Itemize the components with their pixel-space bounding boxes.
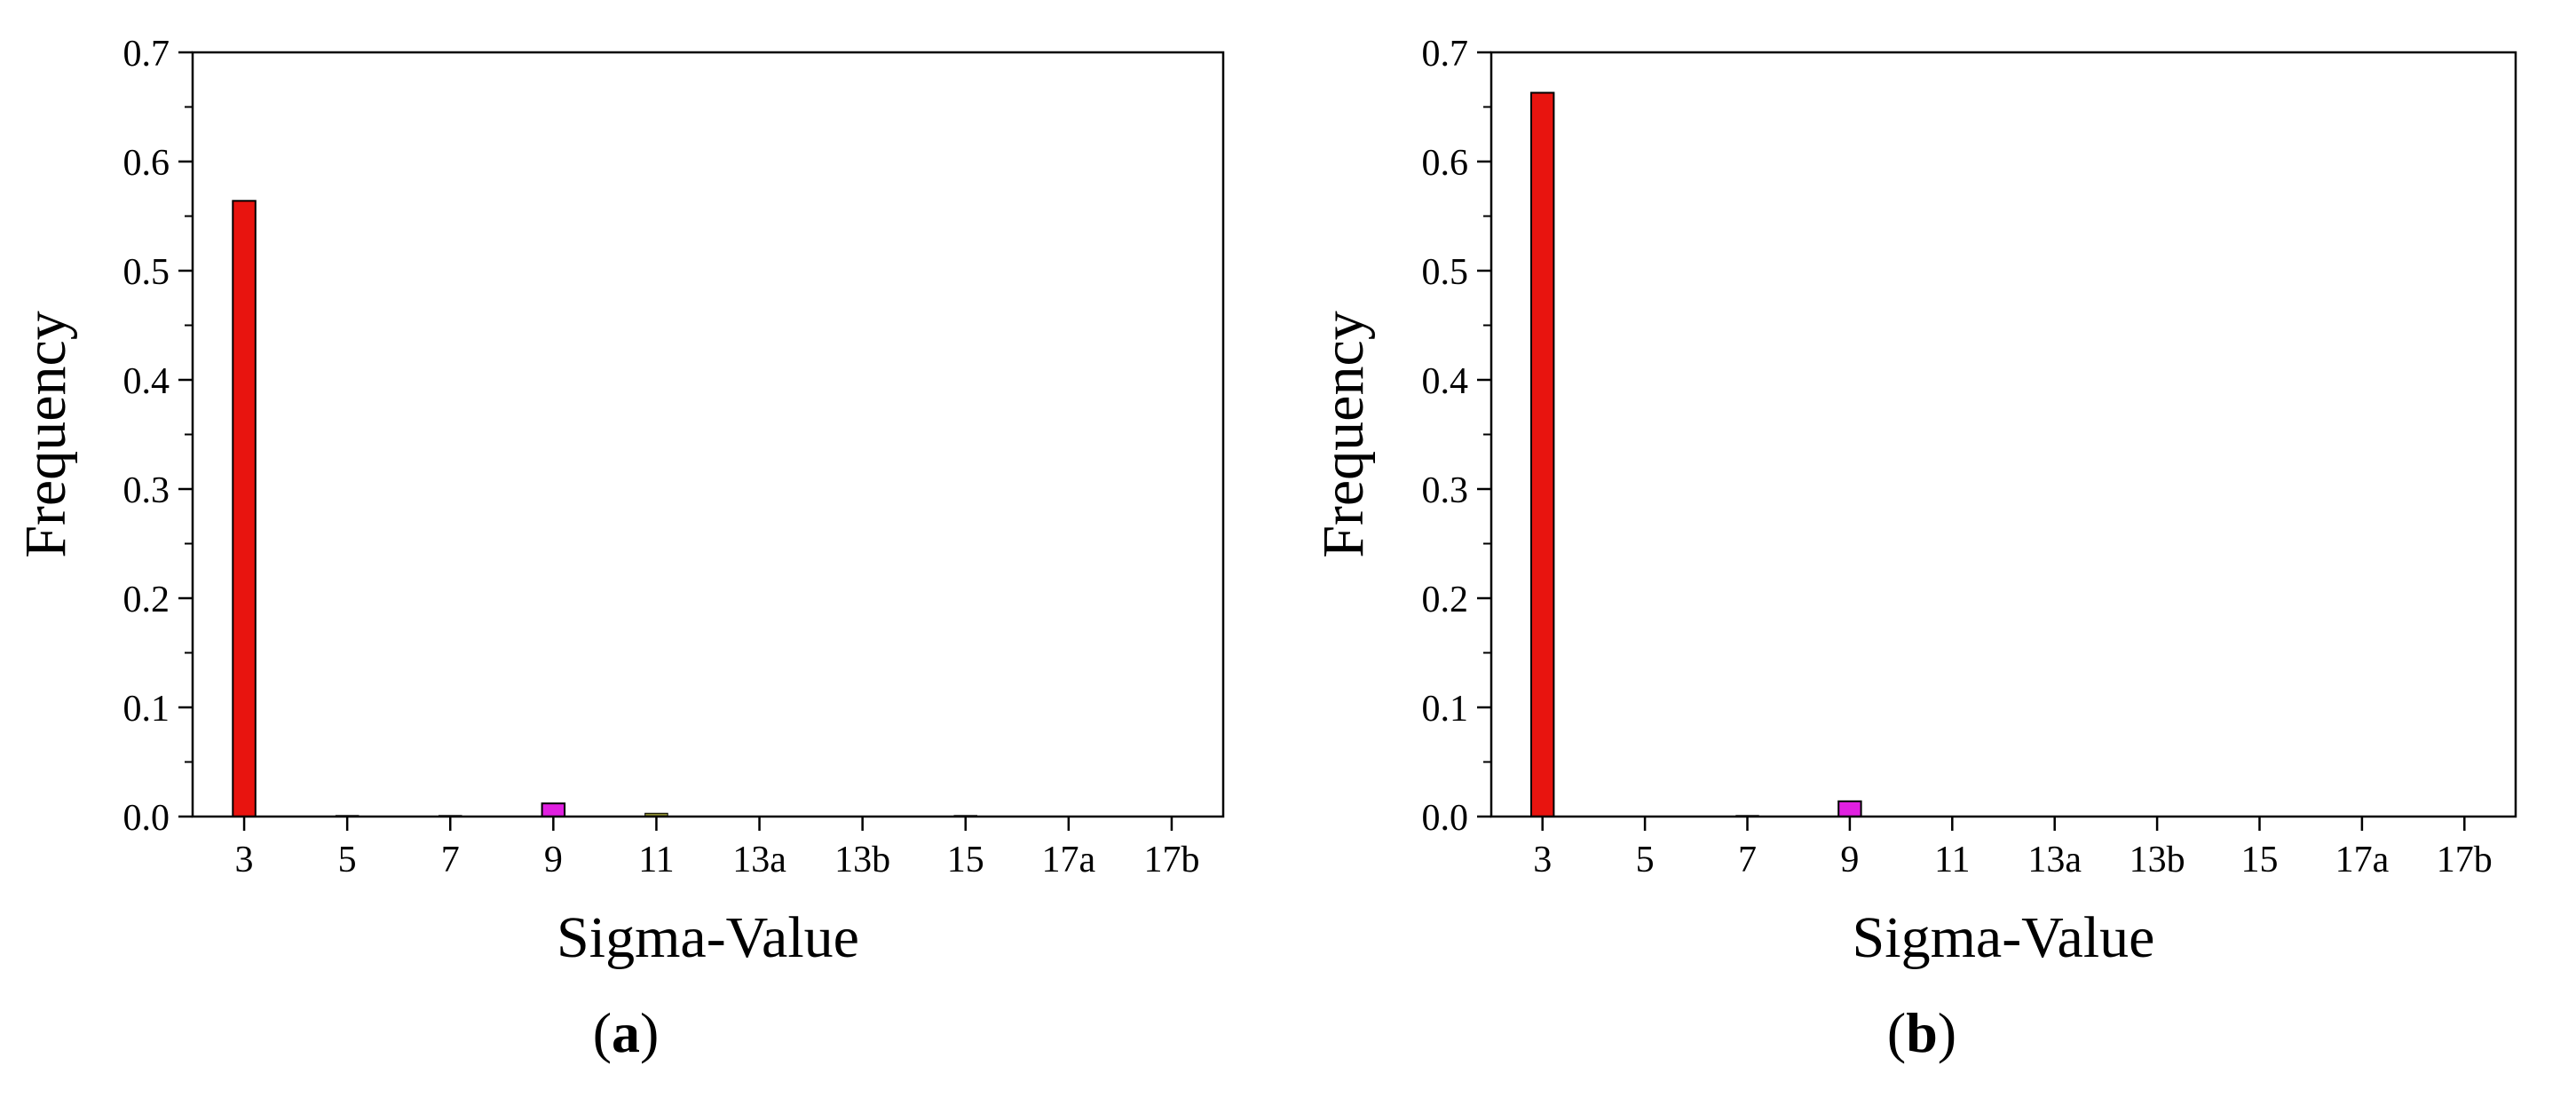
chart-panel-a: 0.0 0.1 0.2 0.3 0.4 0.5 0.6 0.7 3 5 7 9 11 13a 13b 15 17… [13, 34, 1225, 1064]
x-tick-label: 9 [544, 840, 563, 880]
y-axis-label: Frequency [1311, 311, 1376, 558]
bar-9 [541, 802, 566, 818]
x-tick-label: 7 [441, 840, 460, 880]
panel-label: (a) [593, 1001, 660, 1064]
x-tick-label: 17a [1042, 840, 1096, 880]
x-tick-label: 3 [235, 840, 254, 880]
x-tick-label: 13b [2130, 840, 2185, 880]
bar-3 [232, 200, 257, 818]
x-tick-label: 17b [1143, 840, 1199, 880]
bar-9 [1837, 800, 1862, 817]
x-axis-label: Sigma-Value [557, 905, 859, 970]
y-tick-label: 0.3 [1422, 470, 1469, 511]
x-tick-label: 11 [638, 840, 674, 880]
y-tick-label: 0.0 [1422, 798, 1469, 839]
y-tick-label: 0.1 [1422, 689, 1469, 730]
x-tick-label: 13a [2027, 840, 2082, 880]
x-tick-label: 9 [1840, 840, 1859, 880]
y-tick-label: 0.6 [1422, 143, 1469, 184]
y-tick-label: 0.4 [1422, 361, 1469, 402]
bar-3 [1530, 91, 1555, 817]
y-tick-label: 0.4 [123, 361, 170, 402]
x-tick-label: 5 [1636, 840, 1655, 880]
x-tick-label: 15 [947, 840, 984, 880]
y-tick-label: 0.2 [1422, 580, 1469, 620]
x-tick-label: 11 [1934, 840, 1970, 880]
y-tick-label: 0.7 [1422, 34, 1469, 75]
x-tick-label: 15 [2241, 840, 2279, 880]
panel-label: (b) [1887, 1001, 1956, 1064]
x-tick-label: 5 [338, 840, 357, 880]
x-tick-label: 13b [834, 840, 890, 880]
x-tick-label: 3 [1533, 840, 1552, 880]
y-tick-label: 0.5 [123, 252, 170, 293]
x-tick-label: 13a [732, 840, 786, 880]
y-tick-label: 0.3 [123, 470, 170, 511]
y-tick-label: 0.0 [123, 798, 170, 839]
y-tick-label: 0.2 [123, 580, 170, 620]
y-tick-label: 0.1 [123, 689, 170, 730]
x-tick-label: 17a [2335, 840, 2390, 880]
plot-frame [191, 51, 1225, 818]
x-axis-label: Sigma-Value [1853, 905, 2155, 970]
x-tick-label: 17b [2437, 840, 2493, 880]
x-tick-label: 7 [1738, 840, 1757, 880]
y-tick-label: 0.7 [123, 34, 170, 75]
y-tick-label: 0.6 [123, 143, 170, 184]
chart-panel-b: 0.0 0.1 0.2 0.3 0.4 0.5 0.6 0.7 3 5 7 9 11 13a 13b 15 17… [1311, 34, 2517, 1064]
y-tick-label: 0.5 [1422, 252, 1469, 293]
y-axis-label: Frequency [13, 311, 78, 558]
plot-frame [1489, 51, 2517, 818]
